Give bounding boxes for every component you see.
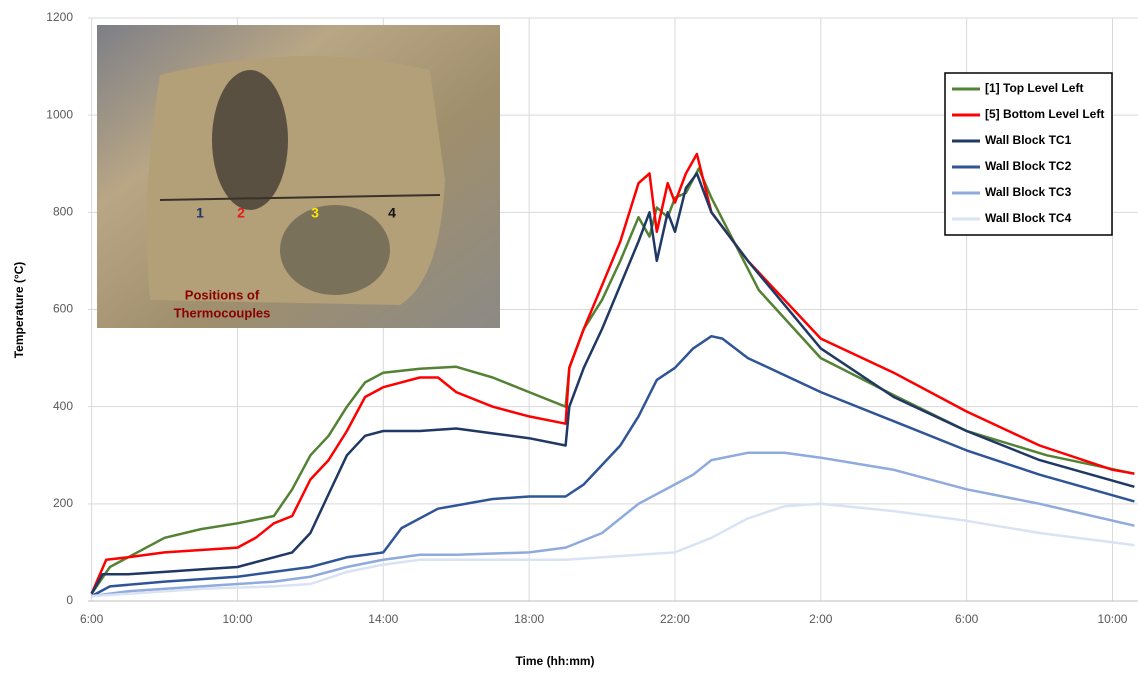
inset-marker: 3: [311, 205, 319, 221]
x-tick-label: 10:00: [1097, 612, 1127, 626]
y-axis-label: Temperature (°C): [12, 262, 26, 359]
legend-label: Wall Block TC2: [985, 159, 1072, 173]
inset-marker: 2: [237, 205, 245, 221]
legend-label: [5] Bottom Level Left: [985, 107, 1104, 121]
y-tick-label: 1200: [46, 10, 73, 24]
legend-label: Wall Block TC3: [985, 185, 1072, 199]
y-tick-label: 800: [53, 205, 73, 219]
burn-mark: [212, 70, 288, 210]
legend-label: Wall Block TC1: [985, 133, 1072, 147]
burn-mark: [280, 205, 390, 295]
inset-marker: 4: [388, 205, 396, 221]
y-tick-label: 400: [53, 399, 73, 413]
inset-marker: 1: [196, 205, 204, 221]
x-tick-label: 2:00: [809, 612, 833, 626]
inset-caption: Positions of: [185, 287, 260, 302]
x-tick-label: 22:00: [660, 612, 690, 626]
legend-label: Wall Block TC4: [985, 211, 1072, 225]
x-tick-label: 10:00: [222, 612, 252, 626]
chart: 0 200 400 600 800 1000 1200 6:00 10:00 14:00 18:00…: [0, 0, 1138, 674]
x-tick-label: 18:00: [514, 612, 544, 626]
x-tick-label: 6:00: [955, 612, 979, 626]
y-tick-label: 1000: [46, 107, 73, 121]
inset-photo: 1 2 3 4 Positions of Thermocouples: [97, 25, 500, 328]
y-tick-label: 200: [53, 496, 73, 510]
x-tick-label: 6:00: [80, 612, 104, 626]
y-tick-label: 600: [53, 302, 73, 316]
inset-caption: Thermocouples: [174, 305, 271, 320]
x-axis-label: Time (hh:mm): [515, 654, 594, 668]
legend-label: [1] Top Level Left: [985, 81, 1083, 95]
x-tick-label: 14:00: [368, 612, 398, 626]
y-tick-label: 0: [66, 593, 73, 607]
